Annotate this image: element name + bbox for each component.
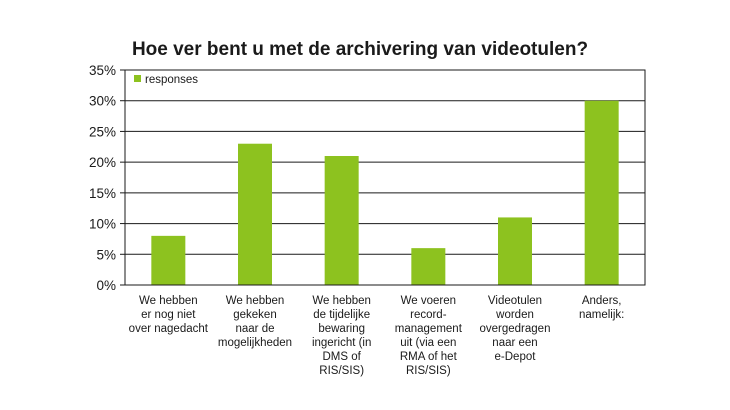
- x-category-label: We hebben de tijdelijke bewaring ingericht …: [312, 295, 371, 377]
- bar: [411, 248, 446, 285]
- x-category-label: We hebben gekeken naar de mogelijkheden: [218, 295, 292, 349]
- x-category-label: We voeren record-management uit (via een RM…: [395, 295, 463, 377]
- chart-title: Hoe ver bent u met de archivering van vi…: [132, 39, 588, 60]
- legend: responses: [134, 74, 198, 86]
- y-tick-label: 15%: [89, 186, 116, 201]
- y-axis-ticks: 0% 5% 10% 15% 20% 25% 30% 35%: [89, 63, 125, 293]
- legend-label: responses: [145, 74, 198, 86]
- y-tick-label: 0%: [96, 278, 116, 293]
- y-tick-label: 30%: [89, 94, 116, 109]
- x-category-label: Videotulen worden overgedragen naar een e-De…: [480, 295, 551, 363]
- y-tick-label: 25%: [89, 124, 116, 139]
- bars: [151, 100, 619, 285]
- plot-frame: [124, 69, 646, 286]
- bar: [151, 235, 186, 285]
- bar: [238, 143, 272, 285]
- y-tick-label: 5%: [96, 247, 116, 262]
- bar: [498, 217, 532, 285]
- y-tick-label: 20%: [89, 155, 116, 170]
- bar: [324, 156, 359, 285]
- y-tick-label: 10%: [89, 217, 116, 232]
- bar: [584, 100, 619, 285]
- x-category-label: We hebben er nog niet over nagedacht: [129, 295, 209, 335]
- x-category-label: Anders, namelijk:: [579, 295, 624, 321]
- gridlines: [125, 100, 645, 255]
- legend-swatch: [134, 75, 141, 82]
- y-tick-label: 35%: [89, 63, 116, 78]
